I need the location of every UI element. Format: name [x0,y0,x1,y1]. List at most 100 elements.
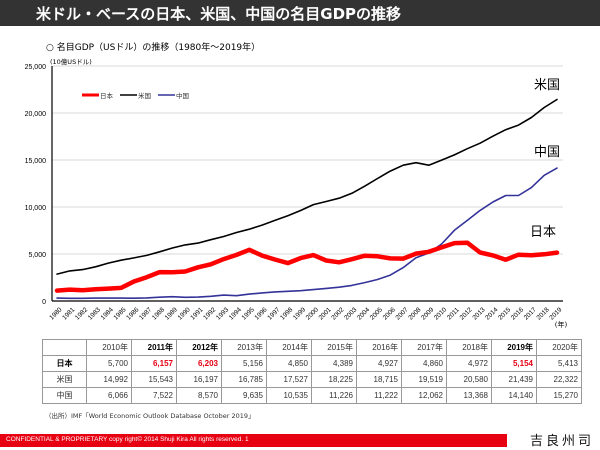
x-tick-label: 2018 [536,306,551,321]
footer-bar: CONFIDENTIAL & PROPRIETARY copy right© 2… [0,434,507,447]
x-tick-label: 2012 [459,306,474,321]
x-tick-label: 2000 [305,306,320,321]
table-cell: 16,785 [221,371,267,388]
table-cell: 4,850 [266,355,312,372]
table-header-cell: 2014年 [266,339,312,356]
table-cell: 5,700 [86,355,132,372]
series-end-label: 米国 [534,78,560,93]
y-tick-label: 20,000 [25,111,47,118]
x-tick-label: 1993 [215,306,230,321]
table-cell: 8,570 [176,387,222,404]
table-cell: 14,140 [491,387,537,404]
x-tick-label: 2011 [446,306,461,321]
x-tick-label: 1992 [202,306,217,321]
table-header-row: 2010年 2011年 2012年 2013年 2014年 2015年 2016年 2017年… [42,339,582,356]
table-cell: 5,413 [536,355,582,372]
table-cell: 9,635 [221,387,267,404]
table-cell: 4,927 [356,355,402,372]
x-tick-label: 2009 [420,306,435,321]
x-tick-label: 1995 [241,306,256,321]
x-tick-label: 1985 [112,306,127,321]
table-cell: 13,368 [446,387,492,404]
x-tick-label: 1988 [151,306,166,321]
x-axis-unit-label: (年) [555,320,568,329]
y-tick-label: 25,000 [25,64,47,71]
series-line-japan [54,240,560,293]
x-tick-label: 2016 [510,306,525,321]
table-cell: 4,972 [446,355,492,372]
x-tick-label: 1980 [48,306,63,321]
table-cell: 7,522 [131,387,177,404]
table-cell: 5,154 [491,355,537,372]
x-tick-label: 2002 [330,306,345,321]
table-row: 中国 6,066 7,522 8,570 9,635 10,535 11,226 11,222… [42,387,582,404]
legend-label: 中国 [176,91,189,100]
table-header-cell: 2015年 [311,339,357,356]
table-cell: 4,389 [311,355,357,372]
x-tick-label: 1982 [74,306,89,321]
table-cell: 15,543 [131,371,177,388]
footer-copyright: CONFIDENTIAL & PROPRIETARY copy right© 2… [6,436,249,443]
x-tick-label: 2003 [343,306,358,321]
table-header-cell: 2018年 [446,339,492,356]
y-tick-label: 0 [42,299,46,306]
legend-label: 米国 [138,91,151,100]
table-cell: 6,066 [86,387,132,404]
series-end-label: 中国 [534,145,560,160]
table-cell: 11,222 [356,387,402,404]
gdp-line-chart: 05,00010,00015,00020,00025,0001980198119… [25,64,568,329]
x-tick-label: 1999 [292,306,307,321]
table-cell: 21,439 [491,371,537,388]
x-tick-label: 2005 [369,306,384,321]
x-tick-label: 2014 [484,306,499,321]
x-tick-label: 1991 [189,306,204,321]
source-note: （出所）IMF「World Economic Outlook Database … [45,412,255,420]
gdp-table: 2010年 2011年 2012年 2013年 2014年 2015年 2016年 2017年… [42,339,582,404]
table-header-cell: 2012年 [176,339,222,356]
series-line-us [56,98,558,275]
table-cell: 11,226 [311,387,357,404]
x-tick-label: 1998 [279,306,294,321]
table-header-cell: 2020年 [536,339,582,356]
y-tick-label: 5,000 [28,252,46,259]
table-row-label: 米国 [42,371,87,388]
x-tick-label: 2007 [395,306,410,321]
legend-label: 日本 [100,91,114,100]
title-bar: 米ドル・ベースの日本、米国、中国の名目GDPの推移 [0,0,600,26]
table-cell: 20,580 [446,371,492,388]
table-cell: 10,535 [266,387,312,404]
table-header-cell: 2017年 [401,339,447,356]
table-cell: 16,197 [176,371,222,388]
y-axis-unit-label: (10億USドル) [50,58,92,66]
table-cell: 19,519 [401,371,447,388]
table-cell: 6,203 [176,355,222,372]
x-tick-label: 1997 [266,306,281,321]
x-tick-label: 1981 [61,306,76,321]
x-tick-label: 2008 [407,306,422,321]
author-signature: 吉良州司 [530,434,595,449]
y-tick-label: 10,000 [25,205,47,212]
x-tick-label: 1984 [100,306,115,321]
x-tick-label: 1989 [164,306,179,321]
x-tick-label: 2017 [523,306,538,321]
table-header-cell: 2019年 [491,339,537,356]
x-tick-label: 1994 [228,306,243,321]
table-corner-cell [42,339,87,356]
table-cell: 18,715 [356,371,402,388]
table-row-label: 日本 [42,355,87,372]
chart-subtitle: ○ 名目GDP（USドル）の推移（1980年～2019年） [46,43,261,53]
table-header-cell: 2013年 [221,339,267,356]
table-row: 日本 5,700 6,157 6,203 5,156 4,850 4,389 4,927 4,8… [42,355,582,372]
table-cell: 6,157 [131,355,177,372]
table-cell: 12,062 [401,387,447,404]
x-tick-label: 2010 [433,306,448,321]
x-tick-label: 2001 [318,306,333,321]
page-title: 米ドル・ベースの日本、米国、中国の名目GDPの推移 [36,5,402,23]
x-tick-label: 1983 [87,306,102,321]
series-end-label: 日本 [530,225,556,240]
x-tick-label: 2004 [356,306,371,321]
table-cell: 14,992 [86,371,132,388]
x-tick-label: 1996 [253,306,268,321]
table-cell: 22,322 [536,371,582,388]
series-line-china [56,167,558,300]
